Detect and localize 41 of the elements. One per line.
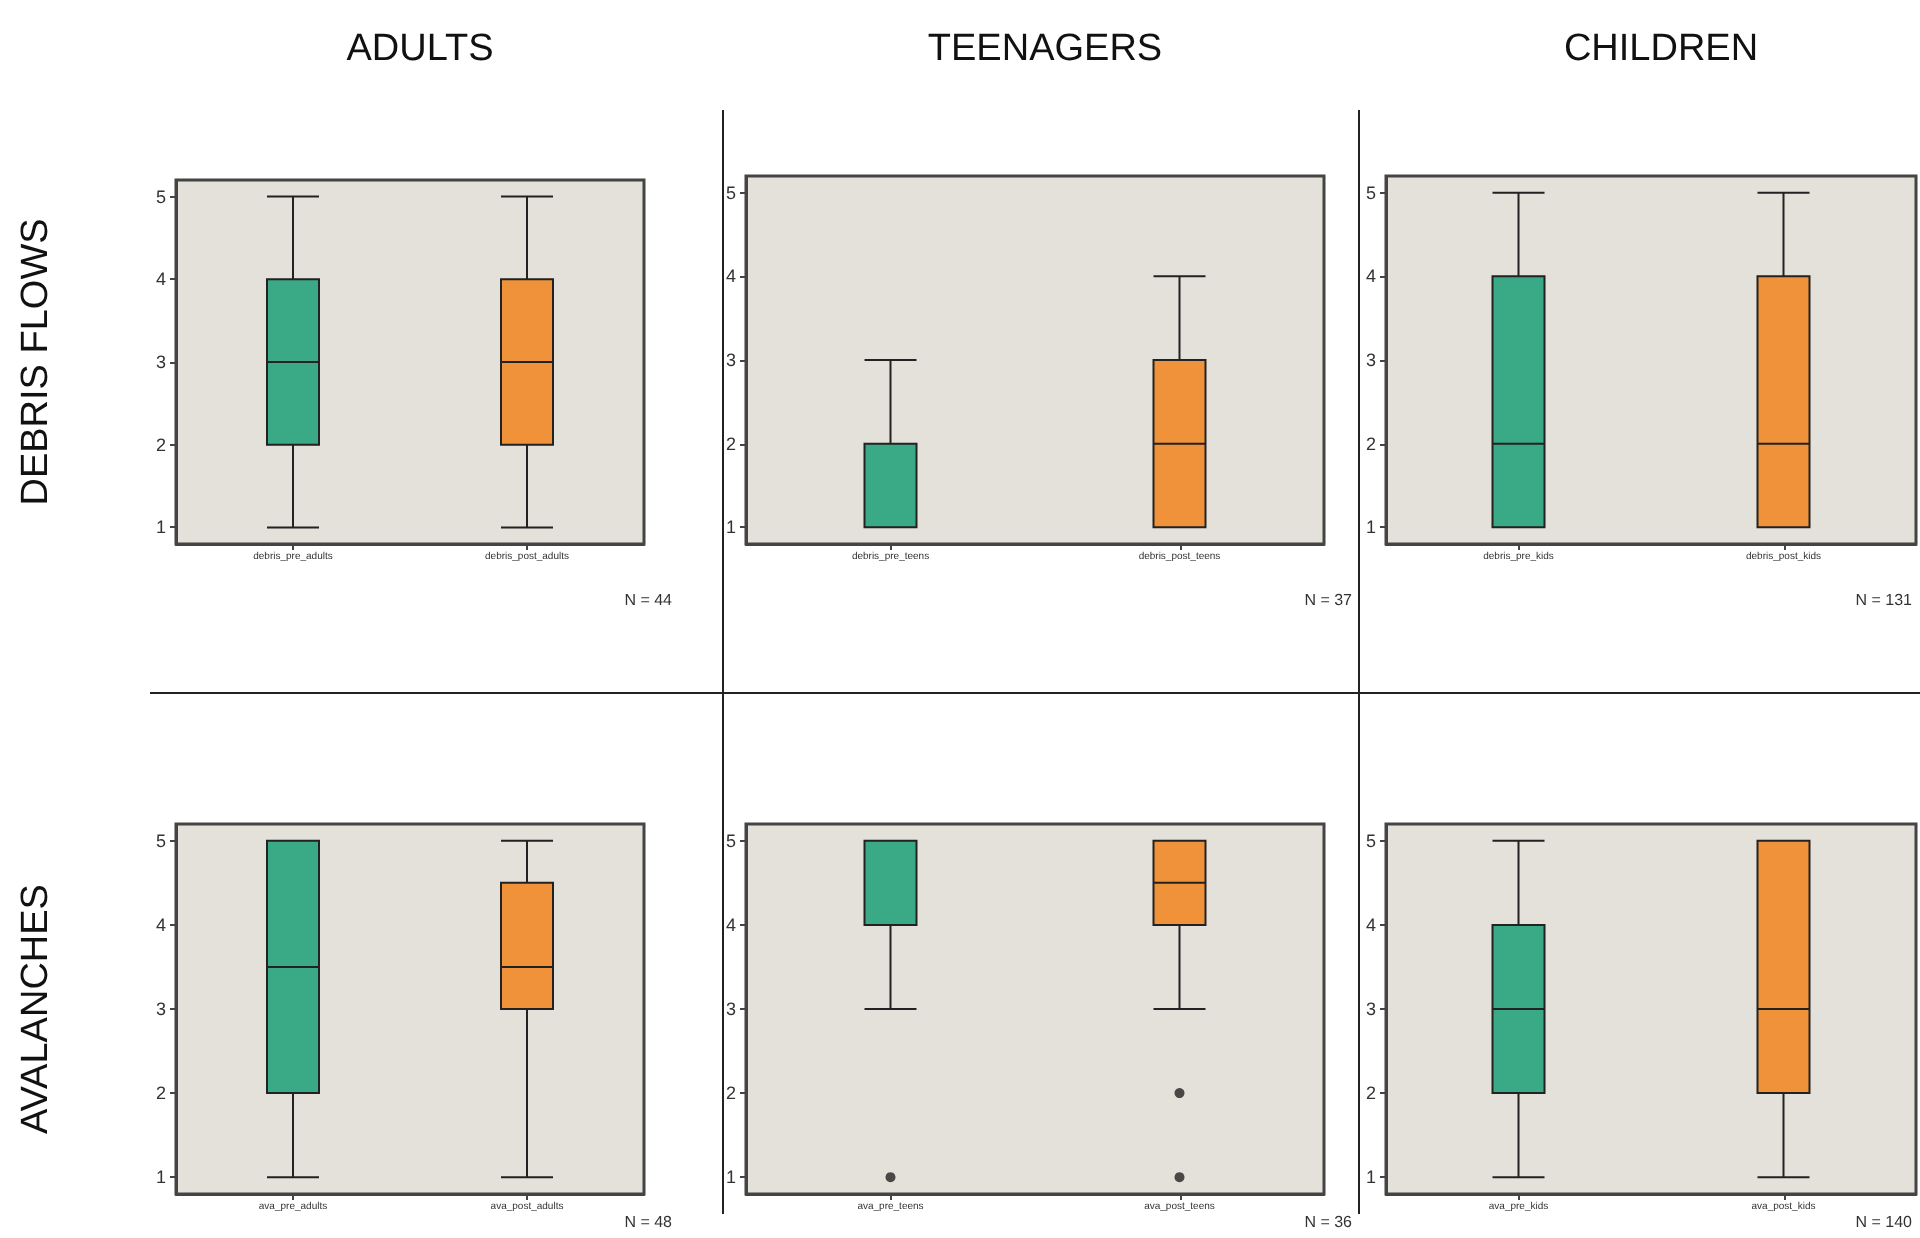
text: N = 48 xyxy=(624,1213,674,1231)
y-tick-label: 5 xyxy=(725,830,736,851)
y-tick-label: 4 xyxy=(725,914,736,935)
text: N = 140 xyxy=(1855,1213,1914,1231)
y-tick-label: 4 xyxy=(1365,266,1377,287)
y-tick-label: 1 xyxy=(1365,1167,1377,1188)
y-tick-label: 2 xyxy=(725,1083,736,1104)
y-tick-label: 1 xyxy=(155,517,166,538)
y-tick-label: 1 xyxy=(155,1167,166,1188)
y-tick-label: 1 xyxy=(1365,517,1377,538)
y-tick-label: 1 xyxy=(725,1167,736,1188)
y-tick-label: 2 xyxy=(155,1083,166,1104)
y-tick-label: 5 xyxy=(155,186,166,207)
y-tick-label: 2 xyxy=(725,433,736,454)
y-tick-label: 5 xyxy=(155,830,166,851)
text: N = 131 xyxy=(1855,591,1914,609)
y-tick-label: 2 xyxy=(1365,1083,1377,1104)
y-axis-title: AVALANCHES xyxy=(15,884,57,1134)
y-tick-label: 5 xyxy=(1365,182,1377,203)
chart-title: CHILDREN xyxy=(1563,28,1759,70)
chart-title: ADULTS xyxy=(346,28,494,70)
text: N = 44 xyxy=(624,591,674,609)
y-tick-label: 3 xyxy=(1365,350,1377,370)
y-axis-title: DEBRIS FLOWS xyxy=(15,218,57,506)
y-tick-label: 3 xyxy=(725,350,736,370)
y-tick-label: 1 xyxy=(725,517,736,538)
chart-title: TEENAGERS xyxy=(927,28,1163,70)
y-tick-label: 2 xyxy=(155,434,166,455)
text: N = 36 xyxy=(1304,1213,1354,1231)
y-tick-label: 5 xyxy=(725,182,736,203)
y-tick-label: 3 xyxy=(1365,999,1377,1019)
y-tick-label: 4 xyxy=(725,266,736,287)
y-tick-label: 4 xyxy=(1365,914,1377,935)
y-tick-label: 2 xyxy=(1365,433,1377,454)
text: N = 37 xyxy=(1304,591,1354,609)
y-tick-label: 4 xyxy=(155,269,166,290)
y-tick-label: 5 xyxy=(1365,830,1377,851)
y-tick-label: 4 xyxy=(155,914,166,935)
y-tick-label: 3 xyxy=(725,999,736,1019)
y-tick-label: 3 xyxy=(155,999,166,1019)
y-tick-label: 3 xyxy=(155,352,166,372)
